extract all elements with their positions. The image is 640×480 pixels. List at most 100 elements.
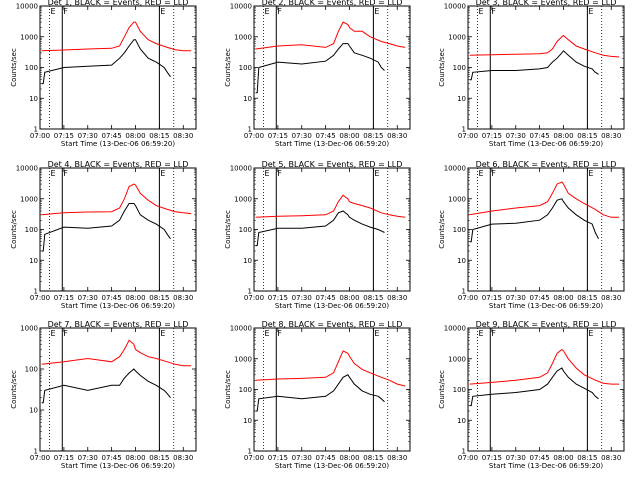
lld-series-line xyxy=(255,350,406,387)
x-tick-label: 07:30 xyxy=(292,454,312,462)
lld-series-line xyxy=(469,348,620,385)
events-series-line xyxy=(255,43,385,94)
plot-frame xyxy=(253,5,411,130)
y-axis-label: Counts/sec xyxy=(224,370,232,409)
x-tick-label: 07:15 xyxy=(268,132,288,140)
panel-det-9: Det 9, BLACK = Events, RED = LLD 1 10 100 10… xyxy=(438,320,625,470)
y-axis-label: Counts/sec xyxy=(10,210,18,249)
x-tick-label: 07:45 xyxy=(530,454,550,462)
y-tick-label: 100 xyxy=(239,64,252,72)
marker-label: F xyxy=(491,329,496,338)
panel-title: Det 2, BLACK = Events, RED = LLD xyxy=(262,0,403,7)
x-tick-label: 07:15 xyxy=(268,454,288,462)
y-tick-label: 1000 xyxy=(448,33,466,41)
x-axis-label: Start Time (13-Dec-06 06:59:20) xyxy=(61,302,175,310)
x-tick-label: 07:30 xyxy=(78,294,98,302)
lld-series-line xyxy=(41,183,192,216)
x-tick-label: 07:45 xyxy=(530,294,550,302)
y-tick-label: 1000 xyxy=(448,195,466,203)
marker-label: E xyxy=(588,169,593,178)
y-tick-label: 1000 xyxy=(448,355,466,363)
x-tick-label: 08:30 xyxy=(173,132,193,140)
y-tick-label: 10000 xyxy=(16,165,38,173)
x-tick-label: 07:00 xyxy=(458,132,478,140)
y-tick-label: 1000 xyxy=(20,325,38,333)
marker-label: E xyxy=(374,169,379,178)
x-tick-label: 07:45 xyxy=(530,132,550,140)
y-tick-label: 1 xyxy=(248,448,252,456)
events-series-line xyxy=(41,39,171,85)
plot-frame xyxy=(467,327,625,452)
marker-label: E xyxy=(374,7,379,16)
marker-label: E xyxy=(479,7,484,16)
x-tick-label: 07:15 xyxy=(482,132,502,140)
y-tick-label: 10 xyxy=(243,417,252,425)
y-tick-label: 100 xyxy=(453,226,466,234)
x-tick-label: 07:15 xyxy=(54,132,74,140)
events-series-line xyxy=(469,50,599,81)
panel-det-8: Det 8, BLACK = Events, RED = LLD 1 10 100 10… xyxy=(224,320,411,470)
marker-label: F xyxy=(491,7,496,16)
events-series-line xyxy=(255,210,385,247)
x-tick-label: 08:15 xyxy=(363,132,383,140)
y-axis-label: Counts/sec xyxy=(10,48,18,87)
marker-label: E xyxy=(265,169,270,178)
x-tick-label: 08:15 xyxy=(577,132,597,140)
x-tick-label: 08:30 xyxy=(601,454,621,462)
y-tick-label: 10000 xyxy=(444,165,466,173)
x-tick-label: 08:15 xyxy=(577,294,597,302)
x-tick-label: 07:15 xyxy=(54,454,74,462)
marker-label: E xyxy=(265,7,270,16)
x-tick-label: 08:15 xyxy=(149,454,169,462)
marker-label: E xyxy=(160,329,165,338)
events-series-line xyxy=(41,368,171,404)
events-series-line xyxy=(41,203,171,252)
panel-title: Det 9, BLACK = Events, RED = LLD xyxy=(476,320,617,329)
x-tick-label: 08:00 xyxy=(339,454,359,462)
x-tick-label: 07:00 xyxy=(30,454,50,462)
x-axis-label: Start Time (13-Dec-06 06:59:20) xyxy=(61,140,175,148)
panel-title: Det 8, BLACK = Events, RED = LLD xyxy=(262,320,403,329)
marker-label: E xyxy=(51,329,56,338)
marker-label: F xyxy=(277,169,282,178)
x-tick-label: 08:15 xyxy=(577,454,597,462)
x-tick-label: 07:00 xyxy=(244,294,264,302)
x-axis-label: Start Time (13-Dec-06 06:59:20) xyxy=(275,140,389,148)
x-tick-label: 08:30 xyxy=(173,294,193,302)
x-tick-label: 08:00 xyxy=(553,294,573,302)
y-tick-label: 1 xyxy=(34,288,38,296)
x-tick-label: 07:30 xyxy=(506,454,526,462)
plot-frame xyxy=(253,167,411,292)
x-tick-label: 07:00 xyxy=(458,294,478,302)
y-tick-label: 1 xyxy=(34,126,38,134)
panel-title: Det 7, BLACK = Events, RED = LLD xyxy=(48,320,189,329)
lld-series-line xyxy=(41,21,192,52)
x-tick-label: 07:45 xyxy=(102,132,122,140)
y-tick-label: 10000 xyxy=(16,3,38,11)
y-tick-label: 100 xyxy=(453,64,466,72)
panel-title: Det 6, BLACK = Events, RED = LLD xyxy=(476,160,617,169)
panel-title: Det 1, BLACK = Events, RED = LLD xyxy=(48,0,189,7)
y-tick-label: 100 xyxy=(239,386,252,394)
x-axis-label: Start Time (13-Dec-06 06:59:20) xyxy=(275,462,389,470)
y-tick-label: 100 xyxy=(453,386,466,394)
y-tick-label: 100 xyxy=(239,226,252,234)
y-axis-label: Counts/sec xyxy=(438,48,446,87)
plot-frame xyxy=(253,327,411,452)
x-tick-label: 08:30 xyxy=(387,294,407,302)
y-tick-label: 10 xyxy=(457,95,466,103)
marker-label: E xyxy=(51,7,56,16)
y-tick-label: 10 xyxy=(29,407,38,415)
y-tick-label: 1000 xyxy=(20,195,38,203)
x-tick-label: 07:30 xyxy=(292,294,312,302)
y-tick-label: 1000 xyxy=(20,33,38,41)
x-tick-label: 08:30 xyxy=(601,294,621,302)
x-tick-label: 08:00 xyxy=(125,294,145,302)
marker-label: E xyxy=(265,329,270,338)
x-tick-label: 08:15 xyxy=(149,294,169,302)
panel-det-5: Det 5, BLACK = Events, RED = LLD 1 10 100 10… xyxy=(224,160,411,310)
x-tick-label: 07:00 xyxy=(244,132,264,140)
panel-det-3: Det 3, BLACK = Events, RED = LLD 1 10 100 10… xyxy=(438,0,625,148)
panel-title: Det 5, BLACK = Events, RED = LLD xyxy=(262,160,403,169)
